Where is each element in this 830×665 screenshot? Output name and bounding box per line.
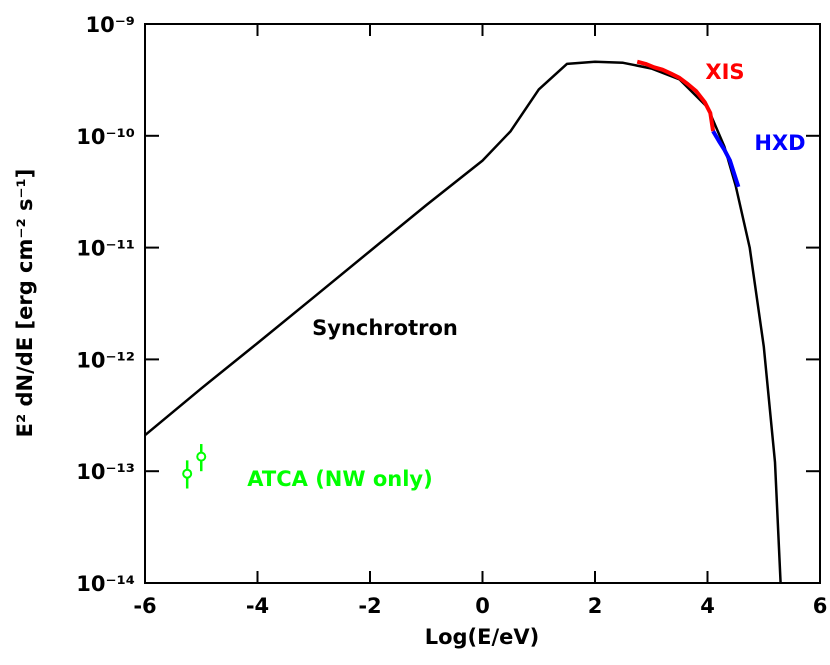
annotation: HXD — [754, 131, 805, 155]
series-line — [711, 130, 741, 188]
x-tick-label: 6 — [813, 594, 828, 618]
y-tick-label: 10⁻⁹ — [85, 13, 135, 37]
y-tick-label: 10⁻¹⁴ — [76, 572, 135, 596]
y-tick-label: 10⁻¹⁰ — [76, 125, 135, 149]
plot-frame — [144, 23, 821, 584]
x-tick-label: 2 — [588, 594, 603, 618]
x-axis-label: Log(E/eV) — [425, 625, 540, 649]
y-tick-label: 10⁻¹² — [76, 348, 135, 372]
annotation: Synchrotron — [312, 316, 458, 340]
series-line — [636, 59, 716, 132]
annotation: ATCA (NW only) — [247, 467, 432, 491]
data-point — [182, 468, 193, 479]
x-tick-label: -2 — [358, 594, 381, 618]
x-tick-label: 0 — [475, 594, 490, 618]
y-tick-label: 10⁻¹¹ — [76, 237, 135, 261]
data-point — [196, 451, 207, 462]
x-tick-label: -4 — [246, 594, 269, 618]
series-line — [144, 60, 782, 584]
x-tick-label: -6 — [133, 594, 156, 618]
x-tick-label: 4 — [700, 594, 715, 618]
annotation: XIS — [705, 60, 744, 84]
y-tick-label: 10⁻¹³ — [76, 460, 135, 484]
y-axis-label: E² dN/dE [erg cm⁻² s⁻¹] — [13, 169, 37, 438]
